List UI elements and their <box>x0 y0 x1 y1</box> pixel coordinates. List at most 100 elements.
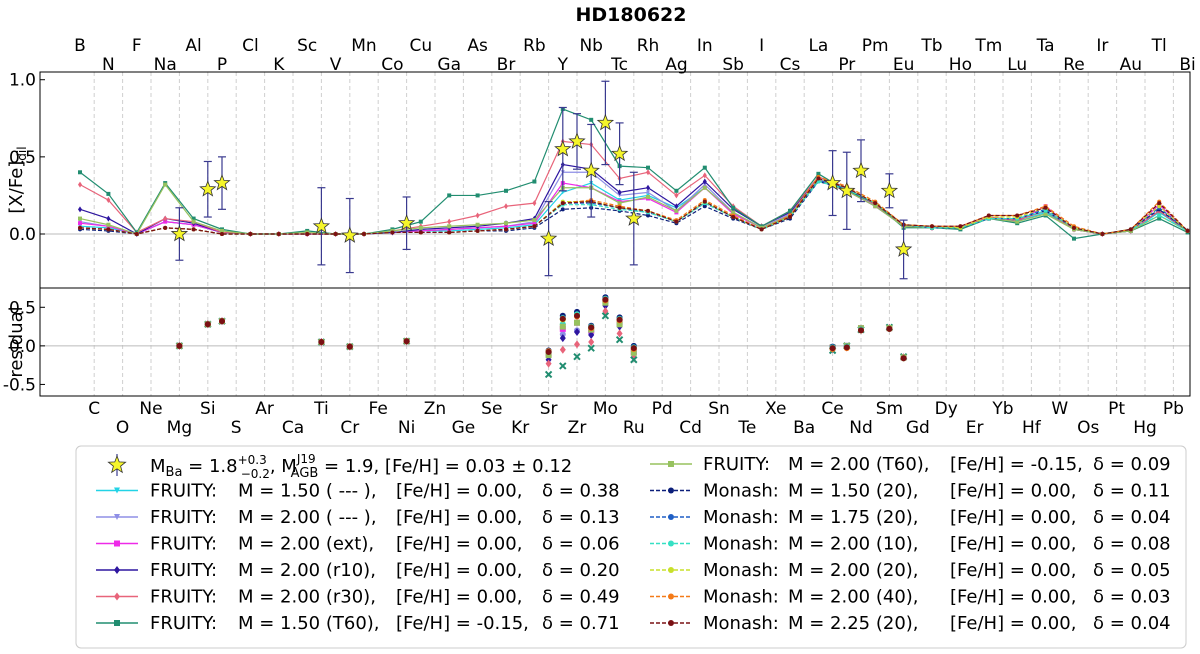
residual-point <box>630 356 638 364</box>
legend-delta-label: δ = 0.13 <box>542 507 620 528</box>
legend-text-part: , M <box>270 456 297 477</box>
legend-text-part: Ba <box>166 465 183 480</box>
legend-entry-1: FRUITY: M = 2.00 ( --- ), [Fe/H] = 0.00, δ … <box>96 507 620 528</box>
element-label: Tm <box>974 36 1002 56</box>
series-point <box>475 193 480 198</box>
element-label: Hg <box>1133 418 1157 438</box>
element-label: O <box>116 418 129 438</box>
series-point <box>504 221 508 226</box>
series-point <box>702 172 707 179</box>
element-label: P <box>217 55 227 75</box>
residual-point <box>574 319 580 326</box>
legend-star <box>107 454 127 474</box>
element-label: Re <box>1063 55 1085 75</box>
series-point <box>617 193 622 198</box>
legend-set-label: FRUITY: <box>150 534 217 555</box>
element-label: Nd <box>849 418 873 438</box>
series-point <box>674 219 679 224</box>
residual-point <box>559 334 566 343</box>
residual-point <box>858 327 864 334</box>
legend-set-label: FRUITY: <box>150 507 217 528</box>
residual-point <box>574 327 580 336</box>
series-point <box>418 219 423 224</box>
element-label: Mo <box>593 399 618 419</box>
residual-point <box>601 312 610 320</box>
series-point <box>532 200 537 207</box>
series-point <box>504 227 508 232</box>
observed-star <box>852 161 870 179</box>
series-point <box>759 227 764 232</box>
element-label: Tc <box>610 55 628 75</box>
series-point <box>220 232 224 236</box>
element-label: Se <box>481 399 502 419</box>
y-axis-label: [X/Fe]dil <box>6 146 29 213</box>
series-point <box>191 216 196 221</box>
series-point <box>702 204 707 209</box>
residual-point <box>318 339 325 345</box>
element-label: C <box>88 399 100 419</box>
series-point <box>362 232 366 236</box>
element-label: Sr <box>540 399 558 419</box>
series-point <box>958 224 963 229</box>
element-label: Cs <box>780 55 801 75</box>
element-label: Ca <box>282 418 304 438</box>
legend-text-part: −0.2 <box>241 467 270 481</box>
element-label: Sb <box>722 55 744 75</box>
y-axis-label-main: [X/Fe] <box>6 161 27 214</box>
observed-star <box>568 132 586 149</box>
legend-mass-label: M = 1.75 (20), <box>788 507 919 528</box>
legend-delta-label: δ = 0.03 <box>1093 587 1171 608</box>
residual-point <box>843 344 850 351</box>
series-point <box>447 224 452 229</box>
legend-marker <box>114 487 120 494</box>
element-label: Hf <box>1022 418 1042 438</box>
series-point <box>106 227 111 232</box>
series-point <box>560 201 565 206</box>
series-point <box>646 194 650 199</box>
legend-feh-label: [Fe/H] = 0.00, <box>950 507 1076 528</box>
legend-entry-2: FRUITY: M = 2.00 (ext), [Fe/H] = 0.00, δ = … <box>96 534 620 555</box>
series-point <box>163 225 168 230</box>
series-point <box>475 212 480 219</box>
element-label: Ag <box>665 55 687 75</box>
y-tick-label: -0.5 <box>3 375 36 395</box>
observed-star <box>582 161 600 179</box>
legend-entry-10: Monash: M = 2.00 (20), [Fe/H] = 0.00, δ = 0… <box>650 560 1171 581</box>
legend-text-part: = 1.8 <box>182 456 237 477</box>
residual-point <box>204 321 211 328</box>
series-point <box>333 232 338 236</box>
observed-star <box>894 240 913 257</box>
residual-point <box>900 355 907 362</box>
y-axis-label-sub: dil <box>15 146 29 160</box>
residual-point <box>559 315 566 322</box>
residual-point <box>545 359 552 368</box>
legend-delta-label: δ = 0.20 <box>542 560 620 581</box>
element-label: Sm <box>876 399 903 419</box>
series-point <box>78 181 82 188</box>
element-label: W <box>1051 399 1068 419</box>
legend-marker <box>114 514 120 520</box>
element-label: Ta <box>1036 36 1055 56</box>
legend-feh-label: [Fe/H] = -0.15, <box>396 613 529 634</box>
element-label: Na <box>154 55 177 75</box>
main-frame <box>39 71 1191 289</box>
series-point <box>646 184 650 191</box>
series-point <box>816 171 821 176</box>
residual-point <box>544 370 553 379</box>
element-label: Te <box>737 418 756 438</box>
legend-set-label: Monash: <box>703 587 779 608</box>
element-label: Au <box>1120 55 1142 75</box>
series-point <box>504 224 508 229</box>
legend-marker <box>668 593 674 600</box>
observed-star <box>397 214 416 231</box>
legend-mass-label: M = 2.00 (r30), <box>238 587 376 608</box>
residual-point <box>602 296 609 303</box>
legend-feh-label: [Fe/H] = 0.00, <box>950 613 1076 634</box>
legend-delta-label: δ = 0.71 <box>542 613 620 634</box>
series-point <box>1157 216 1162 221</box>
series-point <box>702 182 707 187</box>
residual-point <box>588 338 595 346</box>
residual-point <box>588 331 595 340</box>
series-point <box>930 224 934 229</box>
